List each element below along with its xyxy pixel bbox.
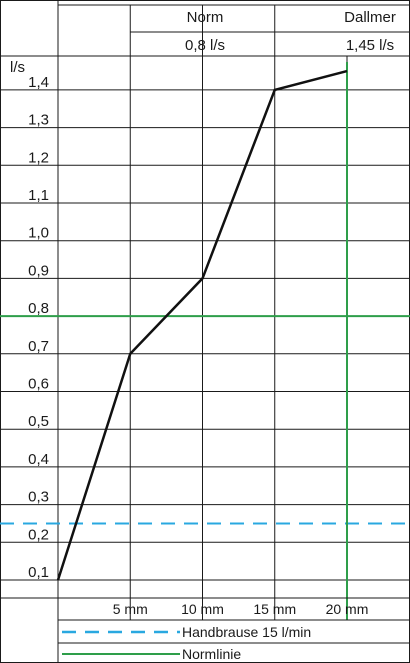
y-tick-label: 0,2 [28,526,49,543]
y-tick-labels: 0,1 0,2 0,3 0,4 0,5 0,6 0,7 0,8 0,9 1,0 1,1 1,2 1,3 1… [28,74,49,581]
header-dallmer-label: Dallmer [344,9,396,26]
y-axis-label: l/s [10,59,25,76]
y-tick-label: 0,3 [28,489,49,506]
series-layer [56,69,348,581]
y-tick-label: 1,4 [28,74,49,91]
y-tick-label: 1,3 [28,112,49,129]
x-tick-label: 20 mm [326,601,369,617]
y-tick-label: 0,5 [28,413,49,430]
header-norm-label: Norm [187,9,224,26]
y-tick-label: 0,4 [28,451,49,468]
reference-lines-layer [0,62,410,620]
series-line [56,69,348,581]
y-tick-label: 1,2 [28,149,49,166]
y-tick-label: 0,1 [28,564,49,581]
legend-handbrause-label: Handbrause 15 l/min [182,624,311,640]
y-tick-label: 1,0 [28,225,49,242]
x-tick-label: 10 mm [181,601,224,617]
x-tick-labels: 5 mm 10 mm 15 mm 20 mm [113,601,369,617]
y-tick-label: 0,8 [28,300,49,317]
y-tick-label: 0,6 [28,376,49,393]
grid-layer [0,5,410,620]
y-tick-label: 0,9 [28,262,49,279]
header-dallmer-value: 1,45 l/s [346,37,394,54]
header-norm-value: 0,8 l/s [185,37,225,54]
y-tick-label: 0,7 [28,338,49,355]
x-tick-label: 15 mm [253,601,296,617]
legend-normlinie-label: Normlinie [182,646,241,662]
x-tick-label: 5 mm [113,601,148,617]
y-tick-label: 1,1 [28,187,49,204]
